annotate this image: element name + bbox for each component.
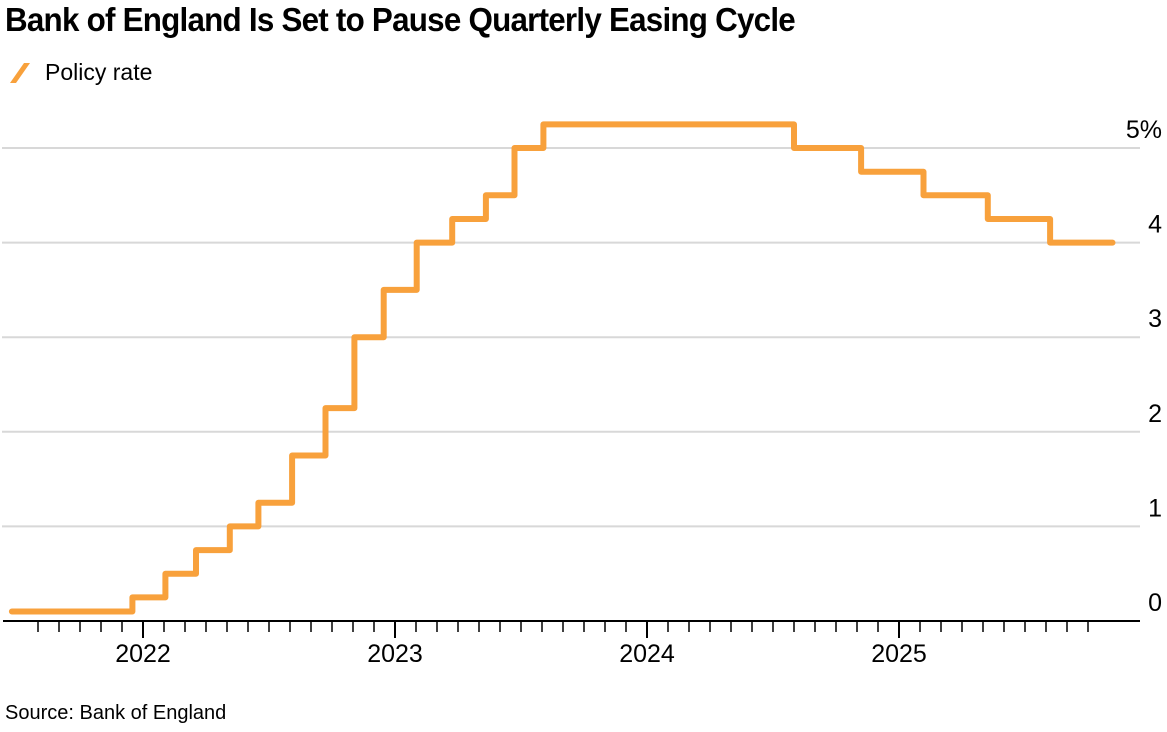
x-axis-label-2023: 2023: [367, 640, 423, 668]
chart-title: Bank of England Is Set to Pause Quarterl…: [5, 1, 796, 38]
y-axis-label-1: 1: [1148, 494, 1162, 522]
y-axis-label-0: 0: [1148, 589, 1162, 617]
y-axis-label-3: 3: [1148, 305, 1162, 333]
policy-rate-chart: 0 1 2 3 4 5% 2022 2023 2024 2025: [2, 116, 1162, 668]
legend-line-icon: [10, 62, 30, 83]
x-axis-label-2022: 2022: [115, 640, 171, 668]
y-axis-label-4: 4: [1148, 211, 1162, 239]
legend: Policy rate: [7, 59, 152, 86]
y-axis-label-2: 2: [1148, 400, 1162, 428]
policy-rate-line: [8, 121, 1116, 615]
x-axis-label-2025: 2025: [871, 640, 927, 668]
y-axis-label-5: 5%: [1126, 116, 1162, 144]
legend-label: Policy rate: [45, 59, 153, 85]
source-text: Source: Bank of England: [5, 702, 227, 724]
x-axis-label-2024: 2024: [619, 640, 675, 668]
